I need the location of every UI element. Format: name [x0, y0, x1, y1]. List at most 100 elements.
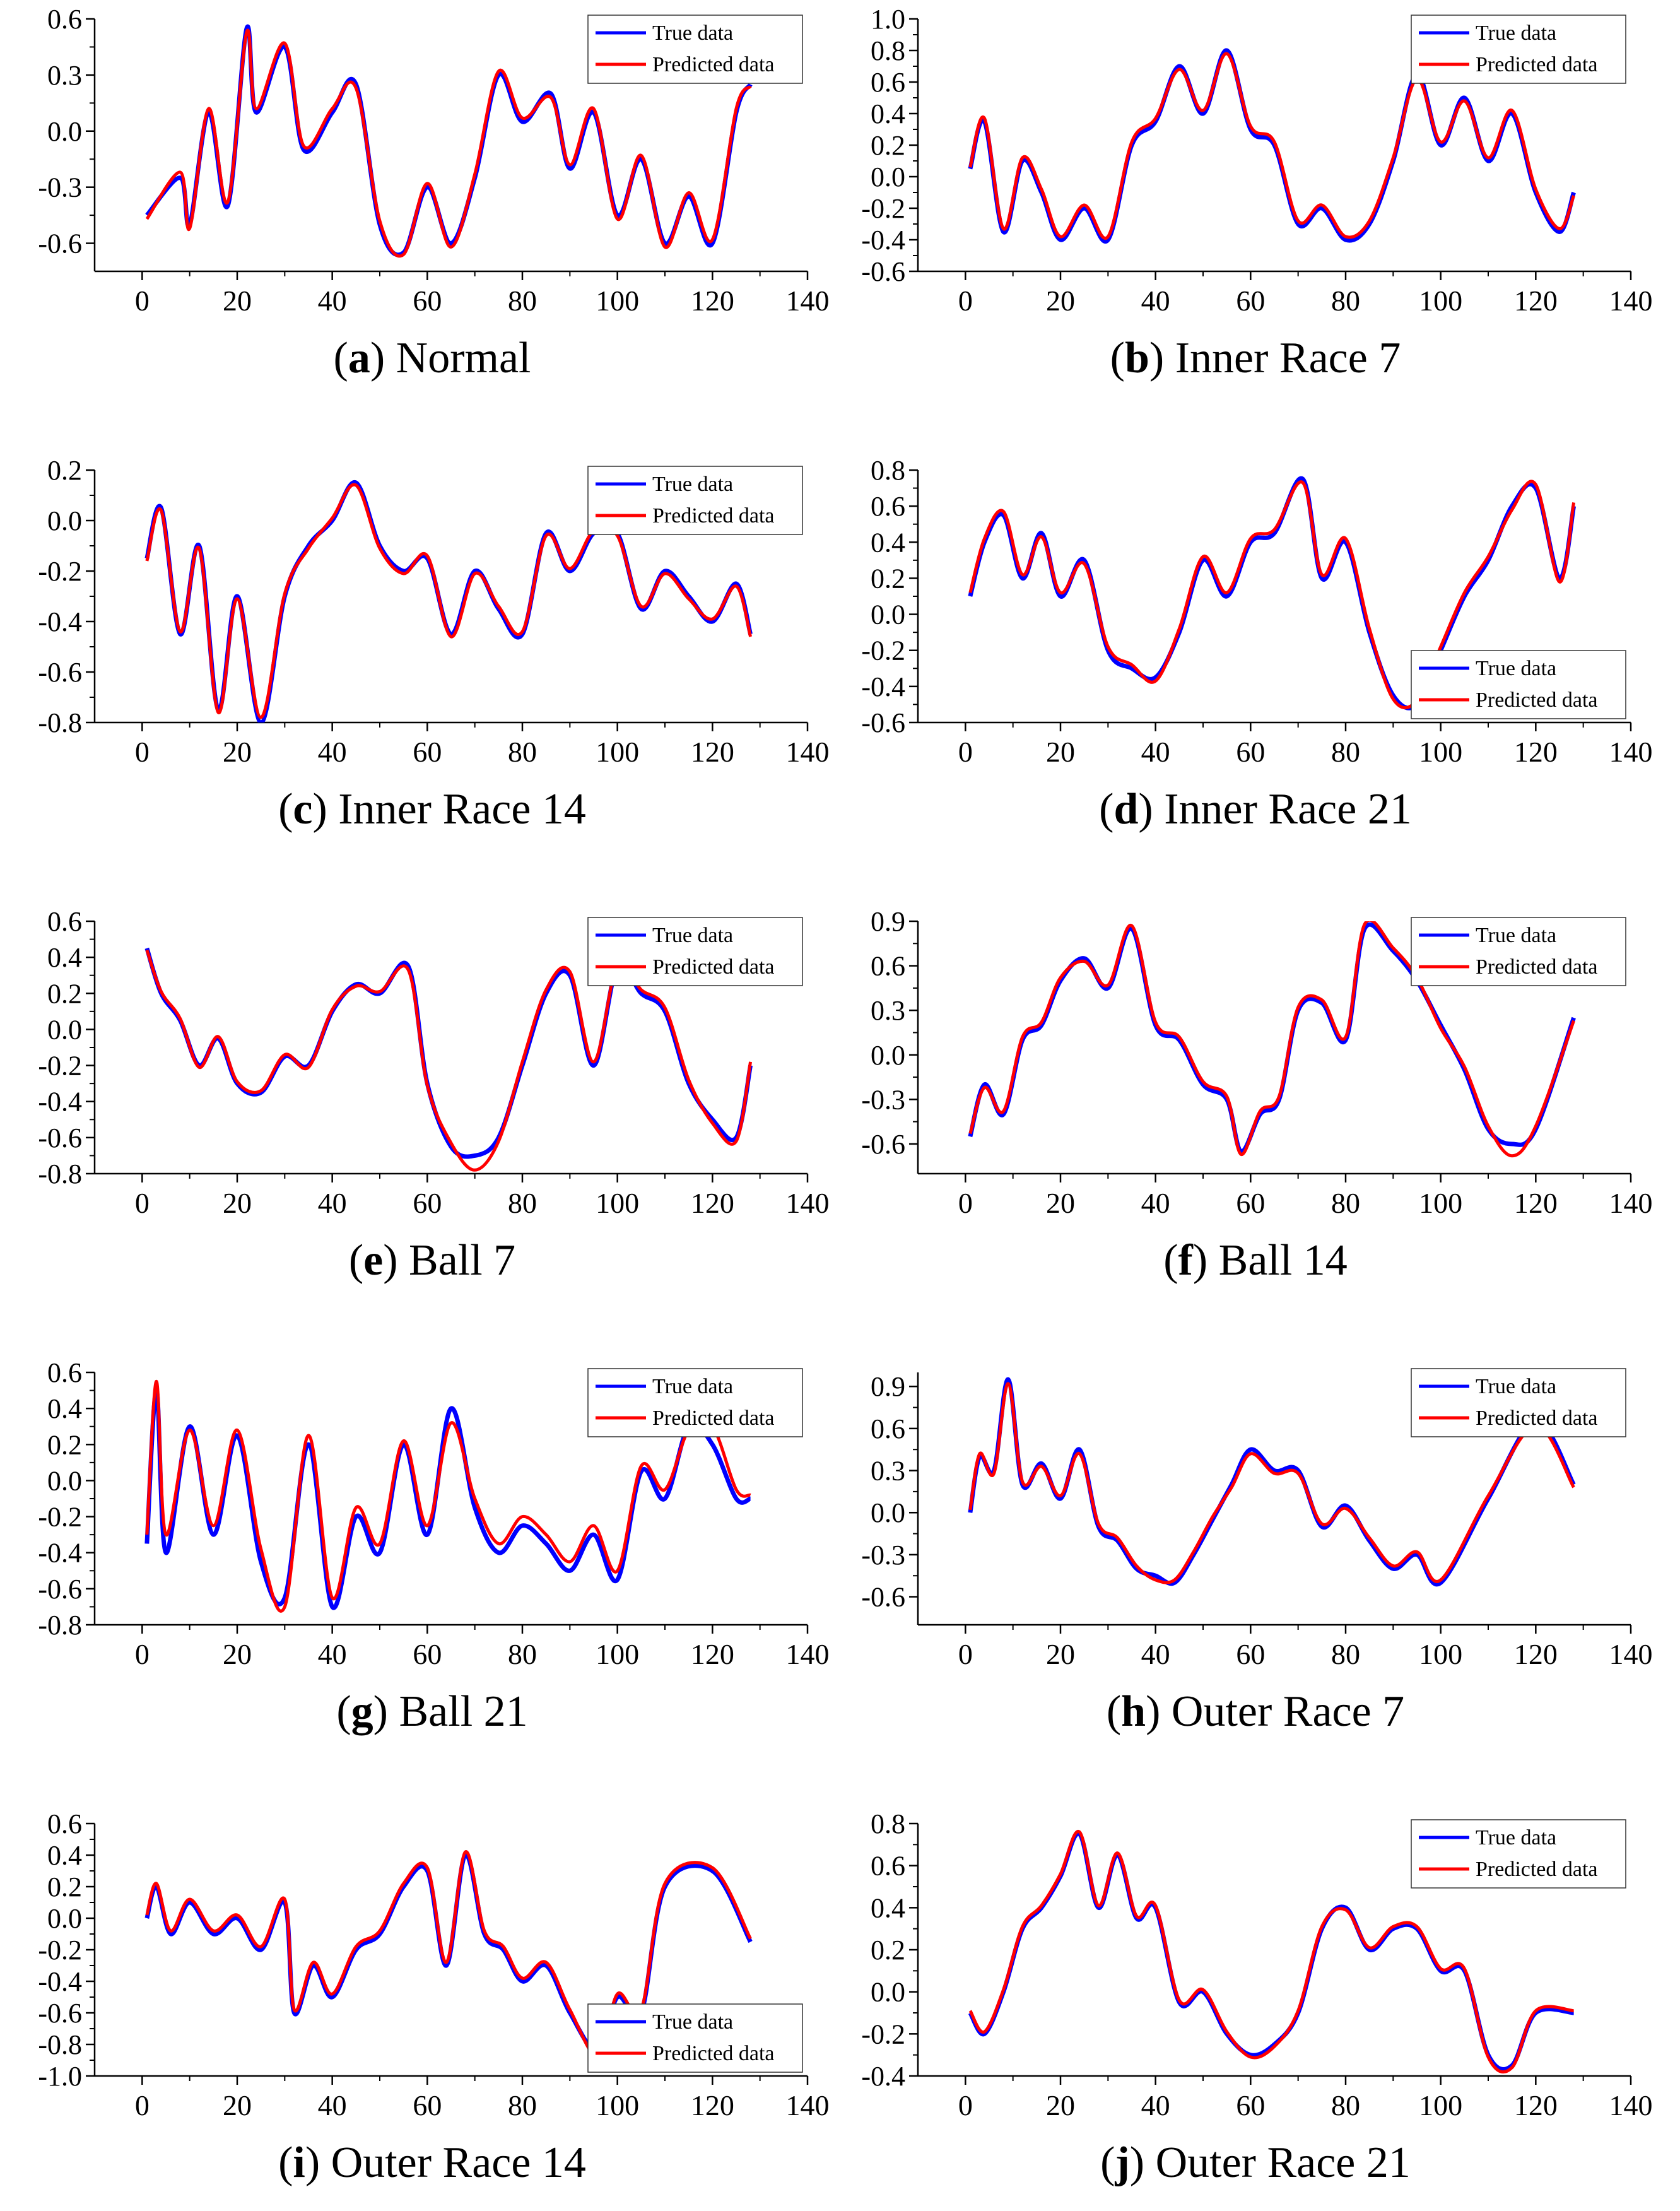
y-tick-label: -0.8	[38, 1610, 82, 1641]
y-tick-label: 0.3	[47, 60, 82, 91]
x-tick-label: 80	[1331, 1638, 1360, 1670]
x-tick-label: 20	[1046, 1187, 1075, 1219]
x-tick-label: 0	[958, 736, 973, 768]
y-tick-label: 0.9	[871, 906, 905, 937]
x-tick-label: 120	[691, 1187, 734, 1219]
x-tick-label: 40	[318, 285, 347, 317]
y-tick-label: 0.3	[871, 995, 905, 1026]
x-tick-label: 60	[413, 285, 442, 317]
panel-caption: (c) Inner Race 14	[278, 785, 586, 834]
x-tick-label: 20	[1046, 285, 1075, 317]
x-tick-label: 80	[508, 736, 537, 768]
panel-f: 0 20 40 60 80 100 120 140 -0.6 -0.3 0.0 0.3 0.6 0.9 Tr…	[861, 906, 1652, 1285]
x-tick-label: 100	[596, 736, 639, 768]
y-tick-label: 0.8	[871, 455, 905, 486]
y-tick-label: -0.4	[38, 1966, 82, 1997]
y-tick-label: 0.6	[871, 951, 905, 982]
legend-label: True data	[1476, 21, 1556, 45]
predicted-data-line	[145, 1379, 751, 1613]
y-tick-label: 0.6	[47, 4, 82, 35]
y-tick-label: 0.2	[871, 563, 905, 594]
panel-g: 0 20 40 60 80 100 120 140 -0.8 -0.6 -0.4 -0.2 0.0 0.2…	[38, 1357, 829, 1736]
y-tick-label: 0.8	[871, 35, 905, 66]
x-tick-label: 40	[1141, 285, 1170, 317]
x-tick-label: 100	[1419, 2089, 1462, 2121]
x-tick-label: 20	[223, 736, 252, 768]
x-tick-label: 40	[318, 1187, 347, 1219]
panel-caption: (j) Outer Race 21	[1100, 2138, 1411, 2187]
x-tick-label: 140	[786, 1187, 830, 1219]
caption-letter: h	[1121, 1687, 1146, 1736]
legend-box	[587, 2003, 803, 2073]
legend-label: Predicted data	[1476, 53, 1598, 76]
legend-box	[587, 1368, 803, 1437]
y-tick-label: -0.4	[38, 1538, 82, 1569]
y-tick-label: 0.0	[871, 1040, 905, 1071]
caption-letter: g	[351, 1687, 373, 1736]
x-tick-label: 80	[1331, 736, 1360, 768]
predicted-data-line	[968, 52, 1575, 240]
caption-letter: c	[293, 785, 312, 834]
legend-label: True data	[652, 1375, 733, 1398]
legend-label: Predicted data	[652, 2042, 775, 2065]
caption-letter: a	[348, 334, 370, 382]
y-tick-label: 0.4	[871, 527, 905, 558]
x-tick-label: 20	[223, 1187, 252, 1219]
legend-box	[1411, 1368, 1626, 1437]
x-tick-label: 140	[1609, 1638, 1653, 1670]
legend-label: Predicted data	[652, 1406, 775, 1430]
legend-label: True data	[652, 21, 733, 45]
y-tick-label: -0.2	[861, 193, 905, 224]
legend: True data Predicted data	[1411, 15, 1626, 84]
legend-label: True data	[1476, 924, 1556, 947]
x-tick-label: 80	[1331, 1187, 1360, 1219]
panel-e: 0 20 40 60 80 100 120 140 -0.8 -0.6 -0.4 -0.2 0.0 0.2…	[38, 906, 829, 1285]
x-tick-label: 40	[318, 2089, 347, 2121]
legend: True data Predicted data	[587, 917, 803, 986]
panel-caption: (i) Outer Race 14	[278, 2138, 586, 2187]
x-tick-label: 20	[223, 285, 252, 317]
predicted-data-line	[968, 1382, 1575, 1584]
x-tick-label: 100	[596, 1187, 639, 1219]
panel-c: 0 20 40 60 80 100 120 140 -0.8 -0.6 -0.4 -0.2 0.0 0.2…	[38, 455, 829, 834]
x-tick-label: 100	[596, 285, 639, 317]
panel-j: 0 20 40 60 80 100 120 140 -0.4 -0.2 0.0 0.2 0.4 0.6 0.…	[861, 1808, 1652, 2187]
x-tick-label: 40	[1141, 1187, 1170, 1219]
y-tick-label: -0.6	[38, 1998, 82, 2029]
y-tick-label: -0.6	[861, 1129, 905, 1160]
y-tick-label: -0.6	[38, 228, 82, 259]
legend-box	[1411, 650, 1626, 719]
x-tick-label: 60	[413, 2089, 442, 2121]
x-tick-label: 120	[691, 1638, 734, 1670]
y-tick-label: -0.6	[861, 707, 905, 738]
legend-label: True data	[652, 473, 733, 496]
y-tick-label: 0.9	[871, 1371, 905, 1402]
x-tick-label: 140	[1609, 285, 1653, 317]
x-tick-label: 20	[1046, 2089, 1075, 2121]
y-tick-label: 0.4	[47, 942, 82, 973]
x-tick-label: 0	[135, 2089, 150, 2121]
y-tick-label: 0.2	[871, 130, 905, 161]
y-tick-label: -0.2	[861, 2019, 905, 2049]
y-tick-label: -1.0	[38, 2061, 82, 2092]
y-tick-label: 0.2	[47, 455, 82, 486]
y-tick-label: 0.6	[47, 1357, 82, 1388]
legend-label: Predicted data	[1476, 955, 1598, 979]
legend-label: True data	[652, 924, 733, 947]
predicted-data-line	[145, 483, 753, 719]
x-tick-label: 120	[691, 285, 734, 317]
y-tick-label: -0.2	[38, 556, 82, 587]
legend: True data Predicted data	[1411, 1819, 1626, 1889]
legend: True data Predicted data	[587, 2003, 803, 2073]
y-tick-label: 0.0	[47, 1014, 82, 1045]
y-tick-label: 0.4	[871, 98, 905, 129]
legend-box	[1411, 15, 1626, 84]
y-tick-label: 0.2	[47, 1429, 82, 1460]
y-tick-label: 0.2	[871, 1935, 905, 1966]
panel-caption: (d) Inner Race 21	[1099, 785, 1412, 834]
y-tick-label: 0.3	[871, 1456, 905, 1487]
x-tick-label: 100	[596, 2089, 639, 2121]
predicted-data-line	[145, 28, 752, 258]
y-tick-label: 0.0	[871, 1497, 905, 1528]
